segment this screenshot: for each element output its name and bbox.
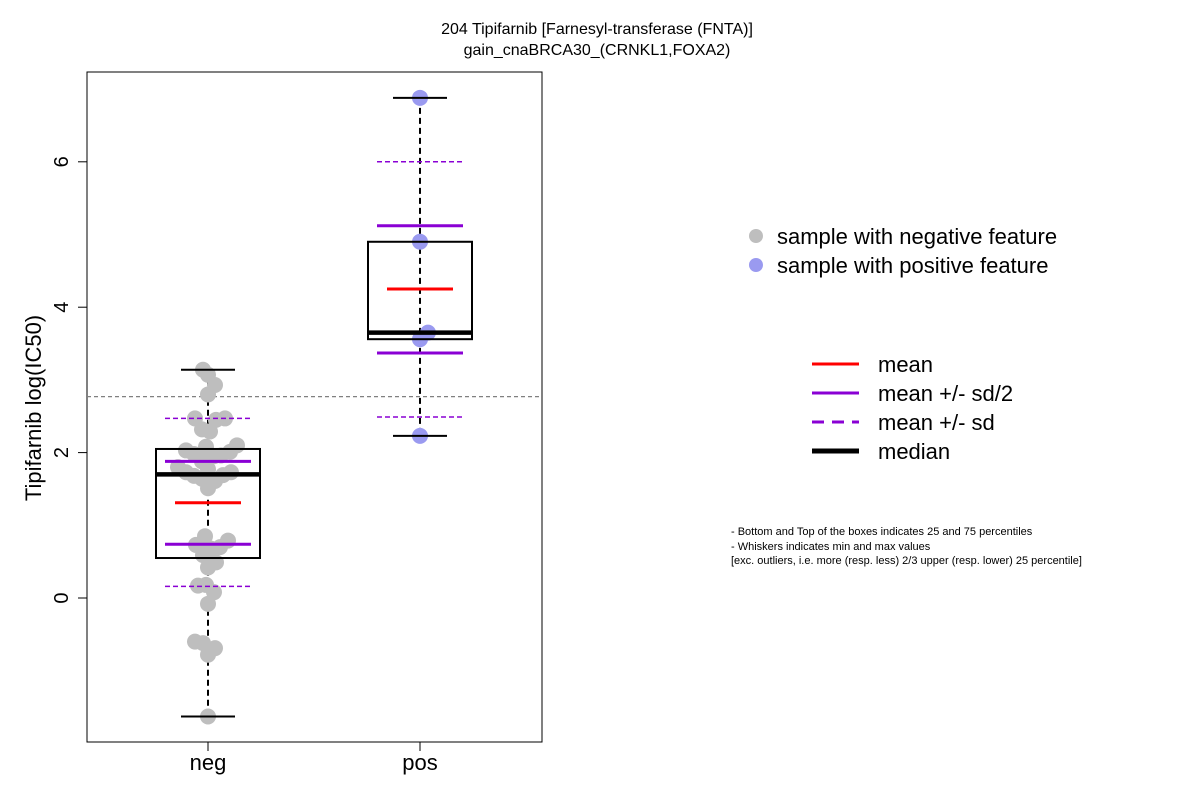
chart-title-line1: 204 Tipifarnib [Farnesyl-transferase (FN…: [441, 21, 753, 38]
chart-title-line2: gain_cnaBRCA30_(CRNKL1,FOXA2): [464, 42, 731, 59]
legend-point-label: sample with negative feature: [777, 224, 1057, 249]
y-tick-label: 2: [51, 447, 73, 458]
data-point-neg: [200, 595, 216, 612]
data-point-neg: [200, 646, 216, 663]
legend-point-label: sample with positive feature: [777, 253, 1048, 278]
legend-point-marker: [749, 229, 763, 243]
data-point-neg: [200, 480, 216, 497]
data-point-neg: [200, 386, 216, 403]
note-line-1: - Bottom and Top of the boxes indicates …: [731, 526, 1033, 538]
data-point-neg: [222, 443, 238, 460]
y-axis-label: Tipifarnib log(IC50): [21, 315, 46, 501]
data-point-neg: [212, 539, 228, 556]
note-line-3: [exc. outliers, i.e. more (resp. less) 2…: [731, 555, 1082, 567]
box-neg: [155, 447, 261, 560]
note-line-2: - Whiskers indicates min and max values: [731, 541, 931, 553]
legend: sample with negative feature sample with …: [749, 224, 1057, 464]
plot-frame: [86, 71, 543, 743]
box-pos: [367, 240, 473, 341]
x-tick-label-neg: neg: [190, 750, 227, 775]
y-tick-label: 0: [51, 592, 73, 603]
x-tick-label-pos: pos: [402, 750, 437, 775]
legend-line-label: mean +/- sd: [878, 410, 995, 435]
y-tick-label: 4: [51, 302, 73, 313]
data-point-neg: [202, 423, 218, 440]
legend-point-marker: [749, 258, 763, 272]
legend-line-label: mean: [878, 352, 933, 377]
data-point-neg: [200, 559, 216, 576]
legend-line-label: mean +/- sd/2: [878, 381, 1013, 406]
y-tick-label: 6: [51, 156, 73, 167]
plot-area: 0 2 4 6 neg pos: [51, 71, 543, 775]
legend-line-label: median: [878, 439, 950, 464]
